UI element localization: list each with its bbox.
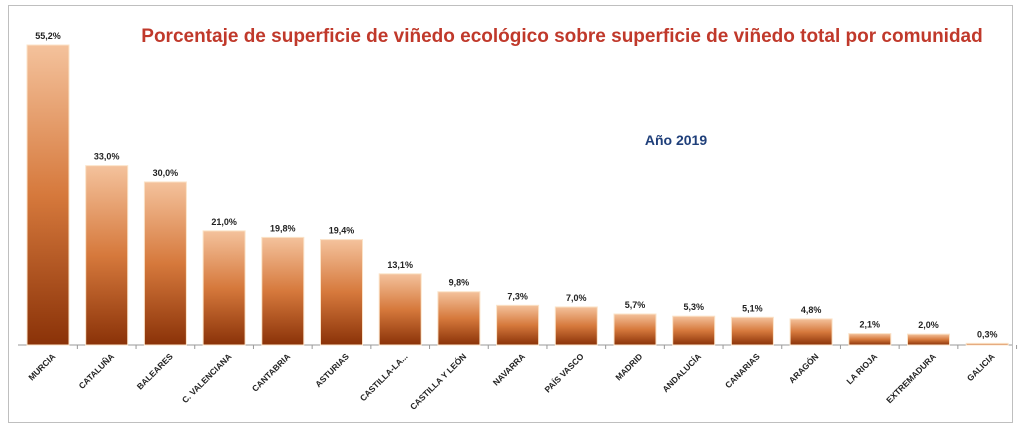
category-label: CATALUÑA (77, 351, 117, 391)
data-label: 2,0% (918, 320, 939, 330)
bar-14 (848, 333, 892, 346)
data-label: 9,8% (449, 278, 470, 288)
data-label: 7,3% (507, 291, 528, 301)
bar-0 (26, 44, 70, 346)
data-label: 30,0% (153, 168, 179, 178)
data-label: 4,8% (801, 305, 822, 315)
bar-8 (496, 304, 540, 346)
bar-5 (320, 239, 363, 346)
bar-12 (730, 316, 774, 346)
bar-6 (378, 273, 422, 346)
category-label: BALEARES (135, 351, 175, 391)
chart-frame (8, 5, 1013, 423)
category-label: ASTURIAS (313, 351, 351, 389)
bar-1 (85, 165, 129, 346)
category-label: C. VALENCIANA (180, 351, 234, 405)
data-label: 5,3% (683, 302, 704, 312)
category-label: EXTREMADURA (884, 351, 938, 405)
category-label: ARAGÓN (786, 351, 820, 385)
bar-2 (143, 181, 187, 346)
bar-16 (965, 342, 1009, 346)
category-label: GALICIA (965, 351, 997, 383)
data-label: 5,7% (625, 300, 646, 310)
category-label: MADRID (613, 351, 644, 382)
data-label: 55,2% (35, 31, 61, 41)
bar-9 (554, 306, 598, 346)
bar-3 (202, 230, 246, 346)
data-label: 19,4% (329, 226, 355, 236)
category-label: CANARIAS (723, 351, 762, 390)
bar-10 (613, 313, 657, 346)
category-label: PAÍS VASCO (542, 351, 586, 395)
bar-7 (437, 291, 481, 346)
chart-title: Porcentaje de superficie de viñedo ecoló… (141, 26, 982, 47)
category-label: CASTILLA Y LEÓN (407, 351, 468, 412)
bar-15 (907, 333, 950, 346)
data-label: 5,1% (742, 303, 763, 313)
category-label: CASTILLA-LA... (358, 351, 410, 403)
bar-4 (261, 236, 305, 346)
data-label: 2,1% (860, 320, 881, 330)
category-label: CANTABRIA (250, 351, 292, 393)
chart-subtitle: Año 2019 (645, 132, 707, 148)
category-label: NAVARRA (491, 351, 527, 387)
category-label: LA RIOJA (844, 351, 879, 386)
data-label: 0,3% (977, 329, 998, 339)
data-label: 19,8% (270, 223, 296, 233)
bar-13 (789, 318, 833, 346)
data-label: 33,0% (94, 152, 120, 162)
bar-11 (672, 315, 716, 346)
category-label: MURCIA (26, 351, 57, 382)
data-label: 7,0% (566, 293, 587, 303)
category-label: ANDALUCÍA (660, 351, 703, 394)
data-label: 21,0% (211, 217, 237, 227)
data-label: 13,1% (387, 260, 413, 270)
